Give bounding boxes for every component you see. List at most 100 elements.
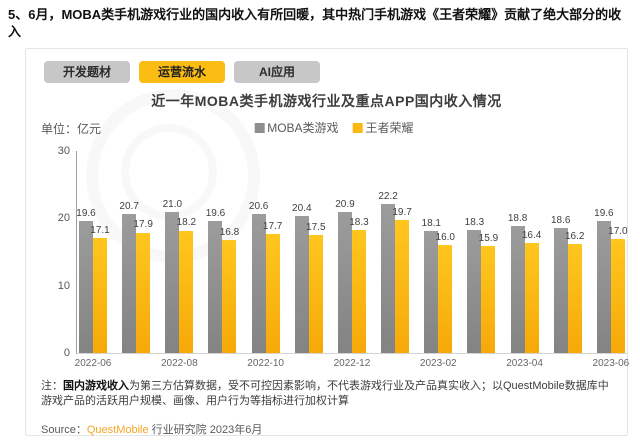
bar-value-moba: 22.2 [378, 190, 398, 202]
bar-moba [381, 203, 396, 353]
x-tick-label: 2023-02 [419, 358, 457, 369]
bar-group-2022-10: 20.6 17.7 2022-10 [247, 151, 284, 369]
bar-group-2022-08: 21.0 18.2 2022-08 [161, 151, 198, 369]
bar-moba [251, 214, 266, 353]
bar-value-moba: 19.6 [205, 208, 226, 220]
bar-group-2023-02: 18.1 16.0 2023-02 [420, 151, 457, 369]
content-card: 开发题材 运营流水 AI应用 近一年MOBA类手机游戏行业及重点APP国内收入情况 … [25, 48, 630, 437]
bar-group-2023-03: 18.3 15.9 [464, 151, 499, 353]
y-tick-label: 30 [57, 145, 70, 157]
footnote-rest: 为第三方估算数据，受不可控因素影响，不代表游戏行业及产品真实收入；以QuestM… [41, 380, 609, 407]
x-tick-label: 2023-04 [506, 358, 543, 369]
bar-value-moba: 18.8 [507, 213, 528, 225]
source-brand: QuestMobile [86, 424, 149, 436]
bar-value-wzry: 16.8 [219, 226, 240, 238]
bar-value-wzry: 17.0 [608, 225, 628, 237]
bar-moba [424, 231, 439, 353]
legend-swatch-icon [352, 122, 363, 133]
bar-value-moba: 19.6 [76, 208, 96, 220]
source-suffix: 行业研究院 2023年6月 [148, 424, 263, 436]
x-tick-label: 2022-12 [333, 358, 371, 369]
bar-group-2023-01: 22.2 19.7 [378, 151, 412, 353]
bar-moba [510, 226, 525, 353]
bar-moba [165, 211, 180, 353]
footnote: 注：国内游戏收入为第三方估算数据，受不可控因素影响，不代表游戏行业及产品真实收入… [41, 379, 616, 409]
y-tick-label: 10 [57, 279, 70, 292]
bar-moba [553, 227, 568, 353]
bar-moba [596, 221, 611, 353]
bar-group-2022-07: 20.7 17.9 [119, 151, 153, 353]
chart-meta-row: 单位：亿元 MOBA类游戏 王者荣耀 [41, 119, 614, 136]
bar-value-wzry: 18.2 [176, 217, 197, 229]
tab-operation-revenue[interactable]: 运营流水 [139, 61, 225, 83]
bar-value-wzry: 16.4 [521, 229, 542, 241]
bar-value-moba: 20.7 [119, 200, 139, 212]
bar-value-wzry: 15.9 [478, 232, 499, 244]
x-tick-label: 2022-08 [160, 358, 198, 369]
x-tick-label: 2022-10 [247, 358, 284, 369]
unit-label: 单位：亿元 [41, 122, 102, 136]
bar-moba [467, 229, 482, 353]
bar-value-moba: 18.1 [421, 218, 441, 230]
bar-wzry [265, 233, 280, 353]
y-tick-label: 20 [57, 212, 70, 225]
legend-item-moba: MOBA类游戏 [254, 119, 339, 136]
bar-value-wzry: 19.7 [392, 207, 412, 219]
bar-value-wzry: 17.7 [262, 220, 283, 232]
bar-group-2022-09: 19.6 16.8 [205, 151, 240, 353]
x-tick-label: 2022-06 [74, 358, 112, 369]
chart-title: 近一年MOBA类手机游戏行业及重点APP国内收入情况 [151, 93, 502, 109]
bar-moba [208, 221, 223, 353]
bar-group-2023-05: 18.6 16.2 [550, 151, 585, 353]
bar-value-moba: 20.9 [335, 199, 355, 211]
footnote-prefix: 注： [41, 380, 63, 392]
legend-item-wzry: 王者荣耀 [352, 119, 414, 136]
bar-value-wzry: 18.3 [349, 216, 369, 228]
bar-value-moba: 18.3 [464, 216, 485, 228]
bar-wzry [610, 238, 625, 353]
tab-bar: 开发题材 运营流水 AI应用 [44, 61, 320, 83]
legend-label: MOBA类游戏 [267, 121, 339, 135]
bar-wzry [524, 242, 539, 353]
bar-value-moba: 20.4 [292, 202, 312, 214]
bar-value-moba: 21.0 [162, 198, 183, 210]
bar-wzry [567, 243, 582, 353]
bar-moba [122, 213, 137, 353]
bar-value-moba: 18.6 [550, 214, 571, 226]
bar-wzry [308, 235, 323, 353]
bar-wzry [438, 245, 453, 353]
bar-value-wzry: 17.5 [306, 222, 326, 234]
bar-value-wzry: 16.2 [564, 230, 585, 242]
tab-dev-theme[interactable]: 开发题材 [44, 61, 130, 83]
bar-wzry [222, 239, 237, 353]
chart-legend: MOBA类游戏 王者荣耀 [254, 119, 414, 136]
x-tick-label: 2023-06 [592, 358, 630, 369]
bar-value-wzry: 16.0 [435, 232, 455, 244]
bar-value-wzry: 17.1 [90, 224, 110, 236]
bar-value-moba: 19.6 [594, 208, 614, 220]
source-label: Source： [41, 424, 87, 436]
bar-group-2023-06: 19.6 17.0 2023-06 [593, 151, 630, 369]
bar-wzry [93, 237, 107, 353]
bar-wzry [136, 232, 151, 353]
bar-moba [294, 215, 309, 353]
bar-value-wzry: 17.9 [133, 219, 153, 231]
bar-moba [79, 221, 93, 353]
bar-groups: 19.6 17.1 2022-06 20.7 17.9 21.0 18.2 2022-08 19… [75, 151, 630, 369]
bar-wzry [395, 220, 410, 353]
page-heading: 5、6月，MOBA类手机游戏行业的国内收入有所回暖，其中热门手机游戏《王者荣耀》… [8, 7, 622, 39]
bar-group-2023-04: 18.8 16.4 2023-04 [506, 151, 543, 369]
bar-value-moba: 20.6 [248, 201, 269, 213]
bar-group-2022-11: 20.4 17.5 [292, 151, 326, 353]
legend-label: 王者荣耀 [365, 121, 414, 135]
source-line: Source：QuestMobile 行业研究院 2023年6月 [41, 421, 262, 437]
tab-ai-application[interactable]: AI应用 [234, 61, 320, 83]
bar-group-2022-12: 20.9 18.3 2022-12 [334, 151, 371, 369]
bar-wzry [481, 245, 496, 353]
legend-swatch-icon [254, 122, 265, 133]
y-tick-label: 0 [63, 347, 70, 359]
bar-chart-plot: 19.6 17.1 2022-06 20.7 17.9 21.0 18.2 2022-08 19… [75, 151, 630, 369]
footnote-bold: 国内游戏收入 [63, 380, 129, 392]
bar-wzry [351, 229, 366, 353]
